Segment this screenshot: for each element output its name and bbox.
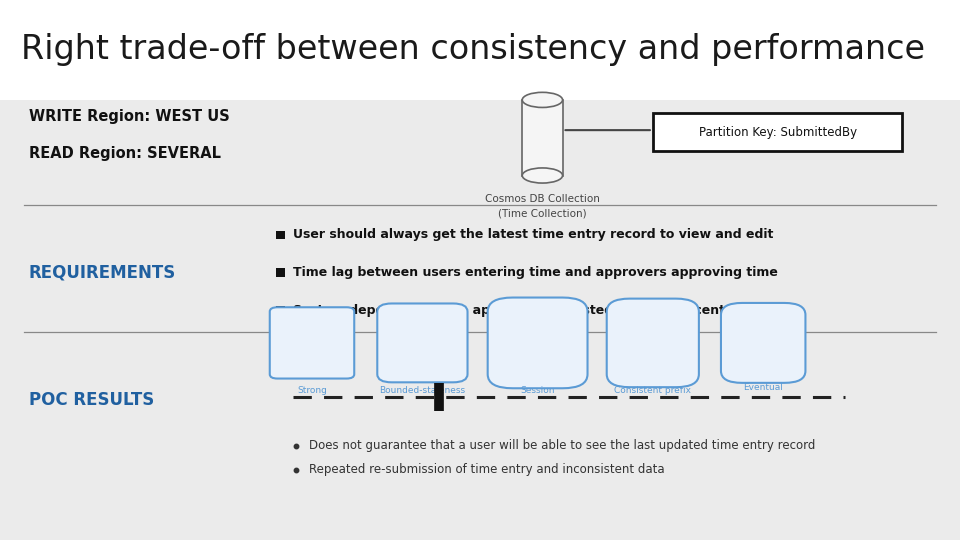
FancyBboxPatch shape xyxy=(377,303,468,382)
Text: Consistent prefix: Consistent prefix xyxy=(614,386,691,395)
Text: WRITE Region: WEST US: WRITE Region: WEST US xyxy=(29,109,229,124)
Text: Session: Session xyxy=(520,386,555,395)
Text: Partition Key: SubmittedBy: Partition Key: SubmittedBy xyxy=(699,126,856,139)
FancyBboxPatch shape xyxy=(276,306,285,315)
Text: Right trade-off between consistency and performance: Right trade-off between consistency and … xyxy=(21,33,925,66)
FancyBboxPatch shape xyxy=(276,268,285,277)
FancyBboxPatch shape xyxy=(653,113,902,151)
Text: Strong: Strong xyxy=(297,386,327,395)
Text: Eventual: Eventual xyxy=(743,383,783,392)
Ellipse shape xyxy=(522,168,563,183)
Text: Cosmos DB Collection
(Time Collection): Cosmos DB Collection (Time Collection) xyxy=(485,194,600,218)
FancyBboxPatch shape xyxy=(270,307,354,379)
FancyBboxPatch shape xyxy=(522,100,563,176)
FancyBboxPatch shape xyxy=(721,303,805,383)
Text: REQUIREMENTS: REQUIREMENTS xyxy=(29,264,176,282)
Ellipse shape xyxy=(522,92,563,107)
Text: Repeated re-submission of time entry and inconsistent data: Repeated re-submission of time entry and… xyxy=(309,463,664,476)
FancyBboxPatch shape xyxy=(0,0,960,100)
Text: Does not guarantee that a user will be able to see the last updated time entry r: Does not guarantee that a user will be a… xyxy=(309,439,815,452)
FancyBboxPatch shape xyxy=(276,231,285,239)
Text: System dependencies on app services hosted in US data center: System dependencies on app services host… xyxy=(293,304,739,317)
Text: Bounded-staleness: Bounded-staleness xyxy=(379,386,466,395)
Text: READ Region: SEVERAL: READ Region: SEVERAL xyxy=(29,146,221,161)
FancyBboxPatch shape xyxy=(607,299,699,387)
FancyBboxPatch shape xyxy=(488,298,588,388)
Text: User should always get the latest time entry record to view and edit: User should always get the latest time e… xyxy=(293,228,773,241)
Text: POC RESULTS: POC RESULTS xyxy=(29,390,154,409)
Text: Time lag between users entering time and approvers approving time: Time lag between users entering time and… xyxy=(293,266,778,279)
